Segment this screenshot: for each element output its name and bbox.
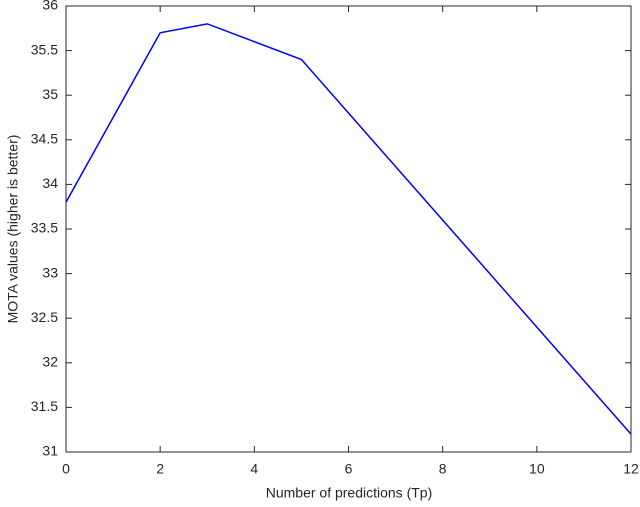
- y-tick-label: 34: [42, 175, 58, 191]
- y-tick-label: 31.5: [31, 398, 58, 414]
- y-axis-label: MOTA values (higher is better): [5, 135, 21, 324]
- y-tick-label: 36: [42, 0, 58, 13]
- x-tick-label: 6: [345, 461, 353, 477]
- y-tick-label: 32.5: [31, 309, 58, 325]
- x-tick-label: 2: [156, 461, 164, 477]
- y-tick-label: 32: [42, 354, 58, 370]
- y-tick-label: 33.5: [31, 220, 58, 236]
- y-tick-label: 31: [42, 443, 58, 459]
- x-axis-label: Number of predictions (Tp): [266, 485, 433, 501]
- data-line: [65, 23, 632, 435]
- x-tick-label: 4: [250, 461, 258, 477]
- y-tick-label: 33: [42, 264, 58, 280]
- axes-box: [65, 5, 632, 453]
- x-tick-label: 0: [62, 461, 70, 477]
- y-tick-label: 35: [42, 86, 58, 102]
- x-tick-label: 12: [623, 461, 639, 477]
- y-tick-label: 35.5: [31, 41, 58, 57]
- x-tick-label: 10: [529, 461, 545, 477]
- y-tick-label: 34.5: [31, 131, 58, 147]
- x-tick-label: 8: [439, 461, 447, 477]
